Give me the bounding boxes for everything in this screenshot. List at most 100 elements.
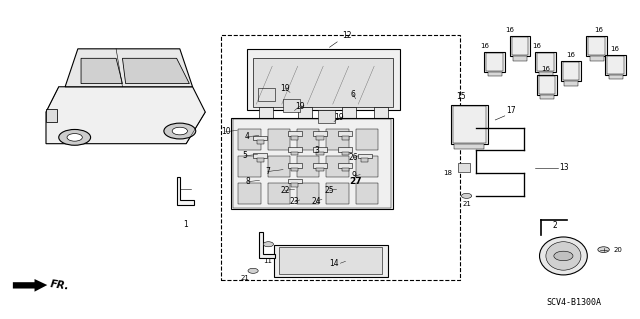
Bar xyxy=(326,183,349,204)
Bar xyxy=(326,130,349,150)
Bar xyxy=(231,118,394,209)
Polygon shape xyxy=(259,232,275,257)
Bar xyxy=(287,179,301,183)
Bar xyxy=(563,63,579,80)
Circle shape xyxy=(172,127,188,135)
Bar xyxy=(297,183,319,204)
Bar xyxy=(339,131,353,136)
Bar xyxy=(268,183,290,204)
Bar xyxy=(291,136,298,140)
Ellipse shape xyxy=(540,237,588,275)
Bar xyxy=(513,56,527,61)
Text: 6: 6 xyxy=(351,90,356,99)
Bar xyxy=(246,49,399,110)
Bar xyxy=(486,53,503,70)
Text: 26: 26 xyxy=(348,153,358,162)
Text: FR.: FR. xyxy=(50,279,70,291)
Bar xyxy=(539,76,555,94)
Bar xyxy=(259,107,273,123)
Bar xyxy=(538,53,554,70)
Bar xyxy=(356,156,378,177)
Bar xyxy=(279,248,383,274)
Circle shape xyxy=(263,242,273,247)
Bar xyxy=(313,131,327,136)
Text: 16: 16 xyxy=(480,43,489,49)
Bar xyxy=(253,58,394,107)
Bar xyxy=(374,107,388,123)
Text: 16: 16 xyxy=(532,43,541,49)
Bar xyxy=(274,245,388,277)
Text: 21: 21 xyxy=(241,275,249,281)
Circle shape xyxy=(461,193,472,198)
Text: 12: 12 xyxy=(342,31,352,40)
Bar xyxy=(253,153,267,158)
Bar xyxy=(317,167,323,171)
Bar xyxy=(257,158,264,161)
Bar xyxy=(221,34,460,280)
Text: 16: 16 xyxy=(506,27,515,33)
Bar xyxy=(257,140,264,144)
Circle shape xyxy=(248,268,258,273)
Bar xyxy=(609,75,623,79)
Text: 11: 11 xyxy=(263,258,272,264)
Bar xyxy=(233,119,392,208)
Bar xyxy=(356,130,378,150)
Bar xyxy=(588,37,605,55)
Bar xyxy=(342,136,349,140)
Bar xyxy=(239,156,260,177)
Bar xyxy=(512,37,529,55)
Text: 24: 24 xyxy=(312,197,321,206)
Bar xyxy=(287,163,301,167)
Circle shape xyxy=(554,251,573,261)
Bar xyxy=(317,152,323,155)
Bar xyxy=(488,71,502,76)
Text: SCV4-B1300A: SCV4-B1300A xyxy=(546,298,601,307)
Text: 4: 4 xyxy=(245,132,250,141)
Bar xyxy=(297,156,319,177)
Bar xyxy=(318,110,335,123)
Text: 1: 1 xyxy=(183,219,188,229)
Bar xyxy=(561,62,581,81)
Bar xyxy=(454,144,484,149)
Text: 17: 17 xyxy=(506,106,516,115)
Polygon shape xyxy=(65,49,193,87)
Bar xyxy=(358,153,372,158)
Bar xyxy=(458,163,470,172)
Bar xyxy=(539,71,552,76)
Text: 19: 19 xyxy=(334,113,344,122)
Bar xyxy=(283,100,300,112)
Bar xyxy=(342,107,356,123)
Circle shape xyxy=(59,130,91,145)
Polygon shape xyxy=(177,177,195,205)
Bar xyxy=(536,52,556,71)
Bar xyxy=(317,136,323,140)
Circle shape xyxy=(67,134,83,141)
Text: 5: 5 xyxy=(243,151,247,160)
Text: 19: 19 xyxy=(280,84,290,93)
Circle shape xyxy=(164,123,196,139)
Text: 21: 21 xyxy=(462,201,471,207)
Bar xyxy=(607,56,624,74)
Bar xyxy=(361,158,368,162)
Text: 15: 15 xyxy=(457,92,467,101)
Bar xyxy=(268,156,290,177)
Polygon shape xyxy=(46,87,205,144)
Bar xyxy=(313,147,327,152)
Bar xyxy=(339,147,353,152)
Bar xyxy=(291,152,298,155)
Text: 13: 13 xyxy=(559,163,568,172)
Bar xyxy=(510,36,531,56)
Bar xyxy=(291,183,298,187)
Bar xyxy=(356,183,378,204)
Bar xyxy=(326,156,349,177)
Text: 27: 27 xyxy=(349,176,362,186)
Text: 7: 7 xyxy=(266,167,270,176)
Polygon shape xyxy=(122,58,189,84)
Bar xyxy=(605,55,626,75)
Polygon shape xyxy=(13,279,47,292)
Polygon shape xyxy=(81,58,122,84)
Text: 16: 16 xyxy=(541,66,550,71)
Bar xyxy=(287,131,301,136)
Circle shape xyxy=(598,247,609,252)
Ellipse shape xyxy=(546,242,581,270)
